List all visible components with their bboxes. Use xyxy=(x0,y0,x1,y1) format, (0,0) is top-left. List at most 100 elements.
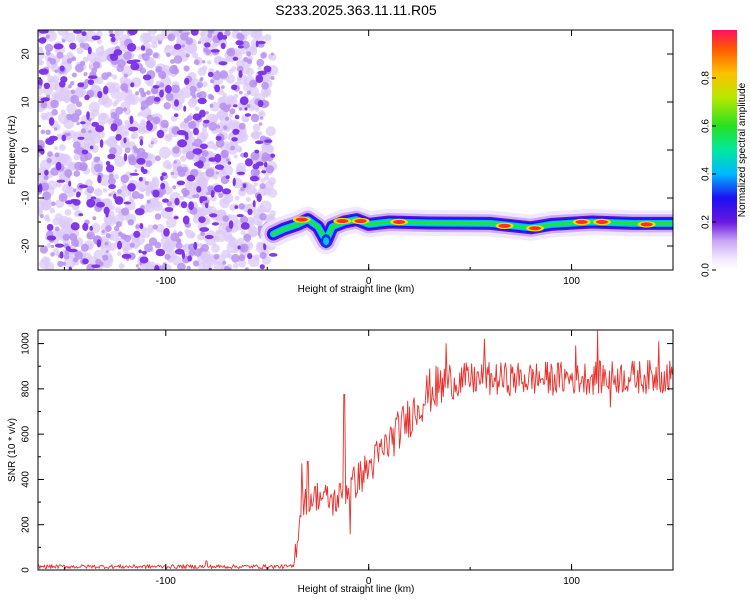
noise-blob-light xyxy=(155,223,165,233)
noise-blob-light xyxy=(246,216,255,225)
noise-blob-mid xyxy=(197,40,202,45)
noise-blob-dark xyxy=(185,134,189,141)
hot-spot-core xyxy=(575,220,588,224)
noise-blob-mid xyxy=(71,72,77,78)
noise-blob-mid xyxy=(82,43,90,51)
noise-blob-mid xyxy=(135,224,140,229)
noise-blob-mid xyxy=(83,72,88,77)
noise-blob-mid xyxy=(183,117,190,124)
noise-blob-light xyxy=(221,249,230,259)
noise-blob-mid xyxy=(151,88,158,95)
noise-blob-dark xyxy=(259,264,265,270)
noise-blob-mid xyxy=(200,231,206,237)
noise-blob-mid xyxy=(45,129,51,135)
noise-blob-light xyxy=(53,146,58,151)
noise-blob-light xyxy=(187,136,196,145)
noise-blob-light xyxy=(179,121,188,130)
noise-blob-light xyxy=(45,257,51,263)
colorbar-ticks: 0.0 0.2 0.4 0.6 0.8 xyxy=(701,71,716,277)
noise-blob-dark xyxy=(105,164,115,173)
noise-blob-light xyxy=(215,230,227,242)
noise-blob-dark xyxy=(160,175,164,181)
noise-blob-mid xyxy=(70,81,75,86)
noise-blob-light xyxy=(234,195,240,201)
noise-blob-dark xyxy=(87,46,92,55)
noise-blob-mid xyxy=(74,161,83,171)
noise-blob-mid xyxy=(94,163,103,173)
snr-xtick-label: 100 xyxy=(563,576,580,587)
noise-blob-dark xyxy=(234,114,240,120)
noise-blob-light xyxy=(102,188,108,193)
noise-blob-mid xyxy=(171,84,180,94)
noise-blob-mid xyxy=(225,116,229,121)
noise-speckle xyxy=(38,30,279,270)
noise-blob-dark xyxy=(227,161,232,165)
noise-blob-dark xyxy=(82,258,89,265)
noise-blob-dark xyxy=(193,161,204,167)
spectrogram-heatmap xyxy=(38,30,673,270)
noise-blob-mid xyxy=(50,252,55,257)
noise-blob-dark xyxy=(107,153,116,160)
noise-blob-mid xyxy=(92,61,101,69)
noise-blob-mid xyxy=(86,231,96,240)
noise-blob-light xyxy=(96,30,103,38)
noise-blob-dark xyxy=(176,180,186,186)
noise-blob-mid xyxy=(227,267,232,270)
noise-blob-mid xyxy=(76,121,80,126)
hot-spot-core xyxy=(498,223,511,228)
noise-blob-mid xyxy=(170,59,175,64)
noise-blob-light xyxy=(166,134,172,140)
noise-blob-mid xyxy=(116,189,122,194)
noise-blob-mid xyxy=(199,78,204,82)
noise-blob-mid xyxy=(71,56,77,62)
noise-blob-dark xyxy=(40,97,50,102)
spec-xtick-label: -100 xyxy=(156,276,176,287)
noise-blob-light xyxy=(64,209,72,216)
colorbar-tick-label: 0.0 xyxy=(701,263,712,277)
noise-blob-light xyxy=(181,148,188,155)
noise-blob-dark xyxy=(139,256,149,264)
noise-blob-mid xyxy=(259,116,264,120)
noise-blob-mid xyxy=(39,245,49,254)
noise-blob-light xyxy=(38,46,44,53)
noise-blob-dark xyxy=(199,143,208,150)
noise-blob-mid xyxy=(250,168,260,177)
noise-blob-mid xyxy=(64,169,73,178)
noise-blob-mid xyxy=(46,157,52,164)
noise-blob-dark xyxy=(208,157,213,162)
noise-blob-mid xyxy=(54,226,60,232)
noise-blob-mid xyxy=(166,52,171,58)
noise-blob-dark xyxy=(115,134,122,141)
noise-blob-dark xyxy=(70,222,80,231)
noise-blob-dark xyxy=(247,253,253,260)
noise-blob-mid xyxy=(138,193,144,200)
noise-blob-mid xyxy=(223,125,228,130)
noise-blob-light xyxy=(99,112,107,121)
noise-blob-mid xyxy=(124,147,131,154)
noise-blob-light xyxy=(231,66,237,72)
noise-blob-light xyxy=(185,230,195,239)
noise-blob-mid xyxy=(205,111,209,115)
noise-blob-dark xyxy=(234,205,239,210)
spectrogram-ylabel: Frequency (Hz) xyxy=(7,116,18,185)
hot-spot-core xyxy=(595,220,608,224)
noise-blob-dark xyxy=(270,153,276,158)
noise-blob-mid xyxy=(105,233,111,239)
noise-blob-mid xyxy=(259,252,267,259)
noise-blob-dark xyxy=(60,76,68,83)
snr-ytick-label: 800 xyxy=(21,380,32,397)
noise-blob-light xyxy=(57,30,69,37)
noise-blob-dark xyxy=(199,196,204,204)
noise-blob-dark xyxy=(127,43,137,52)
noise-blob-light xyxy=(180,86,193,99)
noise-blob-mid xyxy=(102,254,109,261)
noise-blob-light xyxy=(249,47,258,56)
noise-blob-mid xyxy=(139,135,144,141)
noise-blob-dark xyxy=(86,198,96,208)
noise-blob-light xyxy=(67,188,73,194)
noise-blob-mid xyxy=(79,153,89,162)
noise-blob-light xyxy=(140,119,146,125)
snr-ytick-label: 400 xyxy=(21,471,32,488)
noise-blob-mid xyxy=(188,121,196,129)
noise-blob-dark xyxy=(61,134,67,142)
